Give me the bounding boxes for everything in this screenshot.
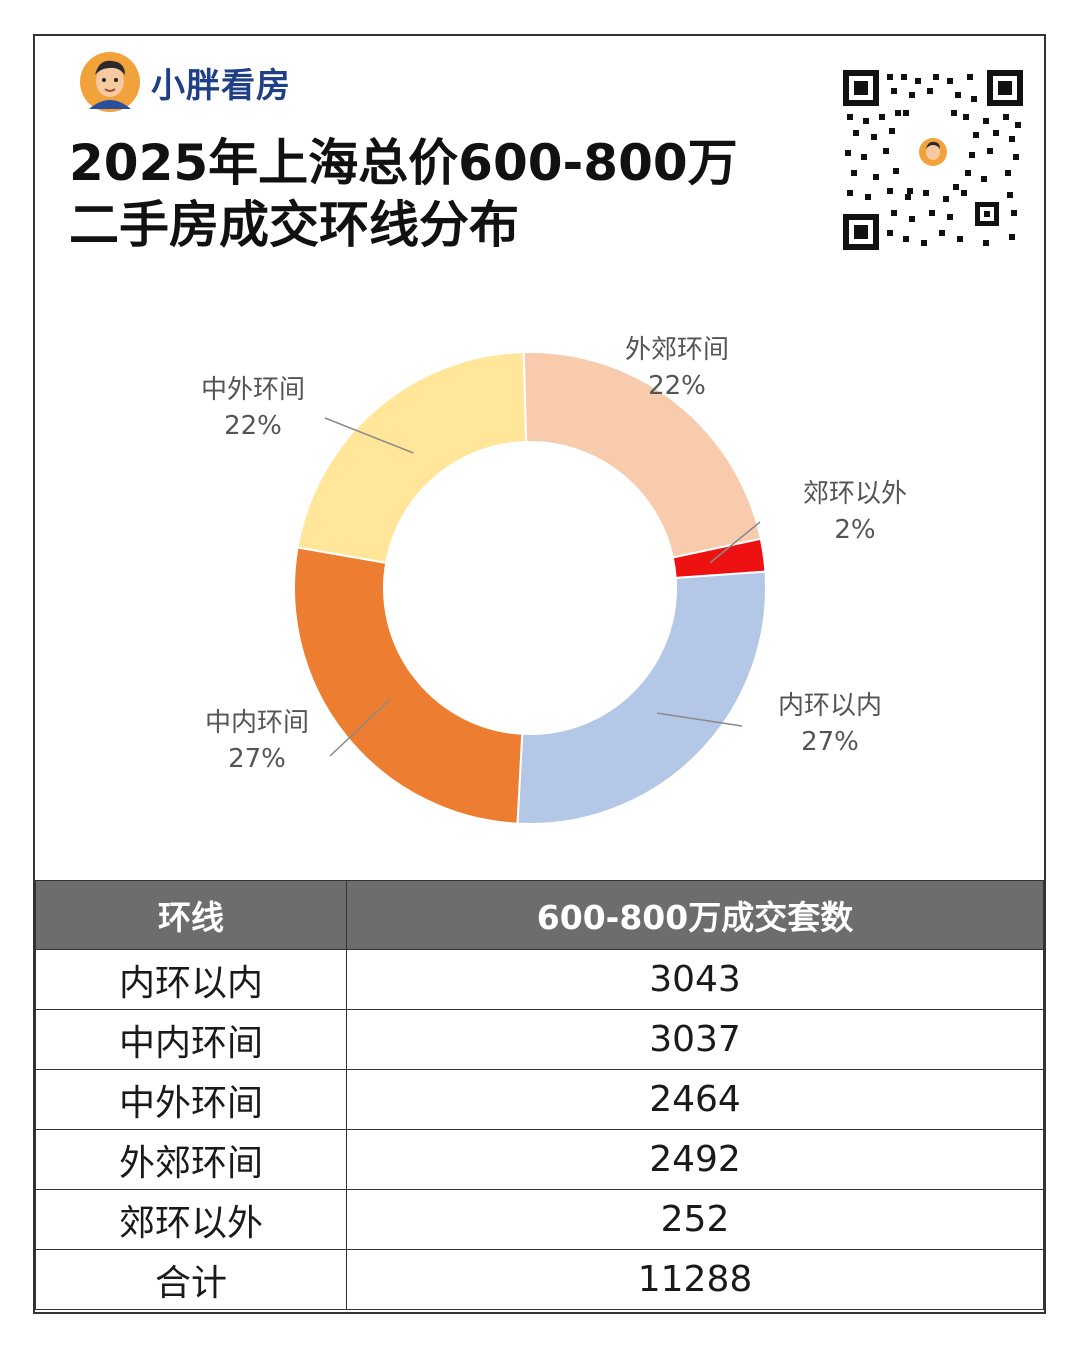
table-row-total: 合计 11288 <box>35 1249 1044 1310</box>
table-row: 内环以内 3043 <box>35 949 1044 1010</box>
cell-count: 252 <box>346 1189 1044 1250</box>
slice-percent-label: 27% <box>801 727 859 757</box>
slice-label: 中外环间 <box>201 375 305 405</box>
cell-count: 2464 <box>346 1069 1044 1130</box>
slice-label: 内环以内 <box>778 691 882 721</box>
donut-slice <box>516 570 767 825</box>
title-line-1: 2025年上海总价600-800万 <box>69 134 738 192</box>
cell-count: 3037 <box>346 1009 1044 1070</box>
column-header-ring: 环线 <box>35 880 347 950</box>
cell-total-label: 合计 <box>35 1249 347 1310</box>
title-line-2: 二手房成交环线分布 <box>69 196 519 254</box>
cell-total-count: 11288 <box>346 1249 1044 1310</box>
infographic-card: 小胖看房 2025年上海总价600-800万 二手房成交环线分布 <box>33 34 1046 1314</box>
cell-ring: 中外环间 <box>35 1069 347 1130</box>
leader-line <box>709 521 761 564</box>
donut-slice <box>522 351 762 559</box>
slice-percent-label: 2% <box>834 515 875 545</box>
cell-count: 3043 <box>346 949 1044 1010</box>
brand-header: 小胖看房 <box>79 50 291 114</box>
cell-count: 2492 <box>346 1129 1044 1190</box>
slice-percent-label: 22% <box>648 371 706 401</box>
cell-ring: 中内环间 <box>35 1009 347 1070</box>
column-header-count: 600-800万成交套数 <box>346 880 1044 950</box>
donut-slice <box>296 351 528 565</box>
donut-chart: 内环以内 27% 中内环间 27% 中外环间 22% 外郊环间 22% 郊环以外 2% <box>201 335 907 825</box>
cell-ring: 内环以内 <box>35 949 347 1010</box>
cartoon-avatar-icon <box>80 52 140 112</box>
qr-code-icon <box>843 70 1023 250</box>
table-row: 郊环以外 252 <box>35 1189 1044 1250</box>
donut-slice <box>671 537 767 579</box>
cell-ring: 郊环以外 <box>35 1189 347 1250</box>
leader-line <box>657 712 743 727</box>
data-table: 环线 600-800万成交套数 内环以内 3043 中内环间 3037 中外环间… <box>35 880 1044 1310</box>
cell-ring: 外郊环间 <box>35 1129 347 1190</box>
table-row: 中外环间 2464 <box>35 1069 1044 1130</box>
slice-label: 郊环以外 <box>803 479 907 509</box>
slice-label: 外郊环间 <box>625 335 729 365</box>
slice-label: 中内环间 <box>205 708 309 738</box>
brand-name: 小胖看房 <box>151 65 291 106</box>
leader-line <box>324 417 414 454</box>
leader-line <box>329 698 391 757</box>
slice-percent-label: 27% <box>228 744 286 774</box>
table-row: 中内环间 3037 <box>35 1009 1044 1070</box>
table-row: 外郊环间 2492 <box>35 1129 1044 1190</box>
donut-slice <box>293 546 524 825</box>
table-header-row: 环线 600-800万成交套数 <box>35 880 1044 950</box>
slice-percent-label: 22% <box>224 411 282 441</box>
page-title: 2025年上海总价600-800万 二手房成交环线分布 <box>69 132 738 256</box>
